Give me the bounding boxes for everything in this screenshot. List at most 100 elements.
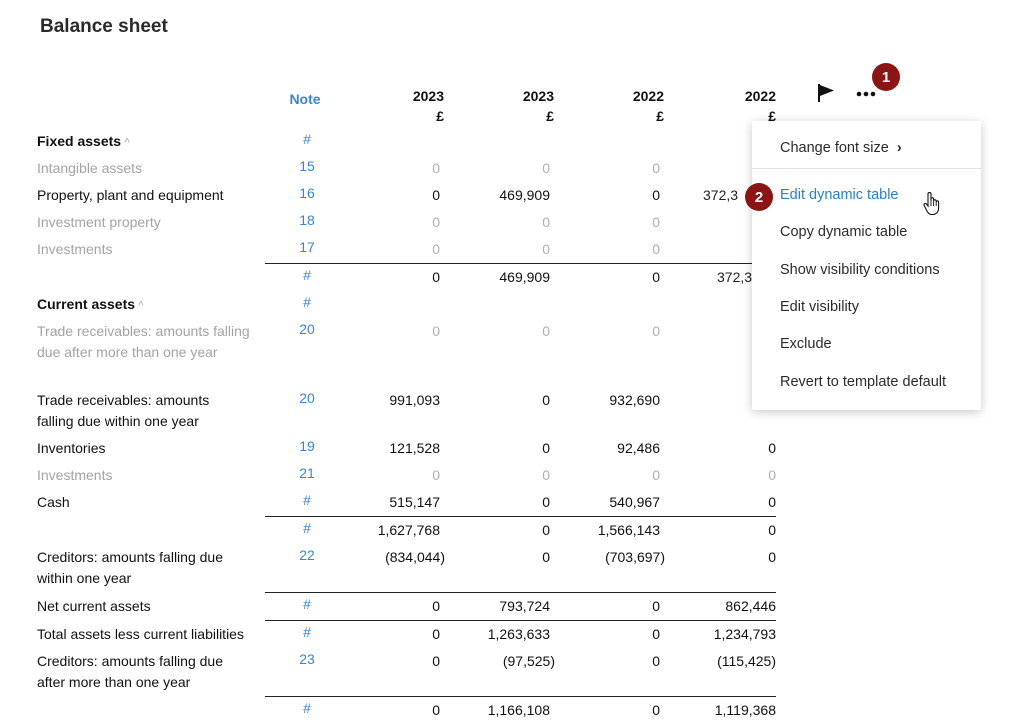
note-link[interactable]: 23 — [299, 651, 315, 667]
row-value: 0 — [768, 494, 776, 510]
note-link[interactable]: 16 — [299, 185, 315, 201]
row-value: 0 — [432, 653, 440, 669]
collapse-caret-icon[interactable]: ^ — [124, 137, 130, 148]
row-value: 0 — [652, 160, 660, 176]
row-value: 0 — [768, 440, 776, 456]
flag-icon[interactable] — [816, 83, 836, 103]
row-label: Fixed assets — [37, 133, 122, 149]
column-header-1: 2023 £ — [344, 88, 444, 124]
column-currency: £ — [436, 108, 444, 124]
row-value: 0 — [652, 323, 660, 339]
column-year: 2022 — [744, 88, 776, 104]
row-label: Trade receivables: amounts falling due a… — [37, 323, 250, 360]
collapse-caret-icon[interactable]: ^ — [138, 300, 144, 311]
row-label: Investments — [37, 241, 113, 257]
menu-item-copy-dynamic-table[interactable]: Copy dynamic table — [780, 224, 908, 240]
note-link[interactable]: # — [303, 624, 311, 640]
row-value: 469,909 — [499, 269, 550, 285]
note-link[interactable]: # — [303, 596, 311, 612]
subtotal-rule — [265, 263, 776, 264]
menu-item-change-font-size[interactable]: Change font size › — [780, 140, 902, 156]
menu-item-edit-dynamic-table[interactable]: Edit dynamic table — [780, 187, 899, 203]
note-link[interactable]: 20 — [299, 321, 315, 337]
row-value: 0 — [542, 467, 550, 483]
column-year: 2023 — [412, 88, 444, 104]
menu-item-label: Change font size — [780, 140, 889, 156]
note-link[interactable]: # — [303, 492, 311, 508]
row-value: 0 — [432, 187, 440, 203]
column-header-3: 2022 £ — [564, 88, 664, 124]
row-value: 0 — [768, 467, 776, 483]
row-value: 515,147 — [389, 494, 440, 510]
section-heading-fixed-assets[interactable]: Fixed assets ^ — [37, 131, 265, 153]
subtotal-rule — [265, 516, 776, 517]
note-link[interactable]: 22 — [299, 547, 315, 563]
subtotal-rule — [265, 592, 776, 593]
row-label: Creditors: amounts falling due within on… — [37, 549, 223, 586]
column-currency: £ — [656, 108, 664, 124]
row-label: Creditors: amounts falling due after mor… — [37, 653, 223, 690]
note-link[interactable]: 18 — [299, 212, 315, 228]
row-value: 0 — [432, 467, 440, 483]
row-value: 0 — [432, 269, 440, 285]
step-badge-1: 1 — [872, 63, 900, 91]
note-link[interactable]: # — [303, 294, 311, 310]
row-value: 0 — [542, 522, 550, 538]
row-value: 0 — [652, 598, 660, 614]
row-value: 0 — [542, 214, 550, 230]
row-label: Property, plant and equipment — [37, 187, 224, 203]
row-value: 1,166,108 — [487, 702, 550, 718]
row-value: 0 — [652, 241, 660, 257]
row-label: Cash — [37, 494, 70, 510]
row-label: Investment property — [37, 214, 161, 230]
row-value: 1,263,633 — [487, 626, 550, 642]
page-title: Balance sheet — [40, 16, 168, 37]
note-link[interactable]: 15 — [299, 158, 315, 174]
row-value: 0 — [652, 653, 660, 669]
row-label: Intangible assets — [37, 160, 143, 176]
row-value: 0 — [768, 522, 776, 538]
menu-item-show-visibility-conditions[interactable]: Show visibility conditions — [780, 262, 940, 278]
column-year: 2022 — [632, 88, 664, 104]
row-value: 1,627,768 — [377, 522, 440, 538]
row-value: (834,044) — [385, 549, 445, 565]
row-value: 469,909 — [499, 187, 550, 203]
menu-item-revert-to-template-default[interactable]: Revert to template default — [780, 374, 947, 390]
row-value: 793,724 — [499, 598, 550, 614]
menu-divider — [752, 168, 981, 169]
row-value: 372,3 — [703, 187, 739, 203]
row-value: 0 — [432, 241, 440, 257]
note-link[interactable]: # — [303, 520, 311, 536]
column-currency: £ — [546, 108, 554, 124]
note-link[interactable]: # — [303, 267, 311, 283]
row-value: 0 — [432, 702, 440, 718]
row-value: 0 — [432, 214, 440, 230]
chevron-right-icon: › — [896, 140, 902, 156]
menu-item-exclude[interactable]: Exclude — [780, 336, 832, 352]
menu-item-edit-visibility[interactable]: Edit visibility — [780, 299, 859, 315]
row-value: 0 — [432, 323, 440, 339]
row-value: 862,446 — [725, 598, 776, 614]
row-value: 0 — [542, 323, 550, 339]
note-link[interactable]: 20 — [299, 390, 315, 406]
column-currency: £ — [768, 108, 776, 124]
note-link[interactable]: 17 — [299, 239, 315, 255]
ellipsis-icon[interactable] — [856, 84, 878, 102]
row-value: 0 — [768, 549, 776, 565]
row-value: 0 — [432, 626, 440, 642]
row-label: Inventories — [37, 440, 106, 456]
hand-cursor-icon — [922, 191, 942, 216]
row-value: 1,566,143 — [597, 522, 660, 538]
section-heading-current-assets[interactable]: Current assets ^ — [37, 294, 265, 316]
row-value: 0 — [652, 626, 660, 642]
row-value: 0 — [652, 187, 660, 203]
row-value: 0 — [542, 494, 550, 510]
note-link[interactable]: # — [303, 700, 311, 716]
row-value: 0 — [652, 467, 660, 483]
note-link[interactable]: # — [303, 131, 311, 147]
note-link[interactable]: 21 — [299, 465, 315, 481]
row-value: 0 — [652, 214, 660, 230]
note-link[interactable]: 19 — [299, 438, 315, 454]
row-label: Current assets — [37, 296, 136, 312]
row-value: 0 — [432, 598, 440, 614]
